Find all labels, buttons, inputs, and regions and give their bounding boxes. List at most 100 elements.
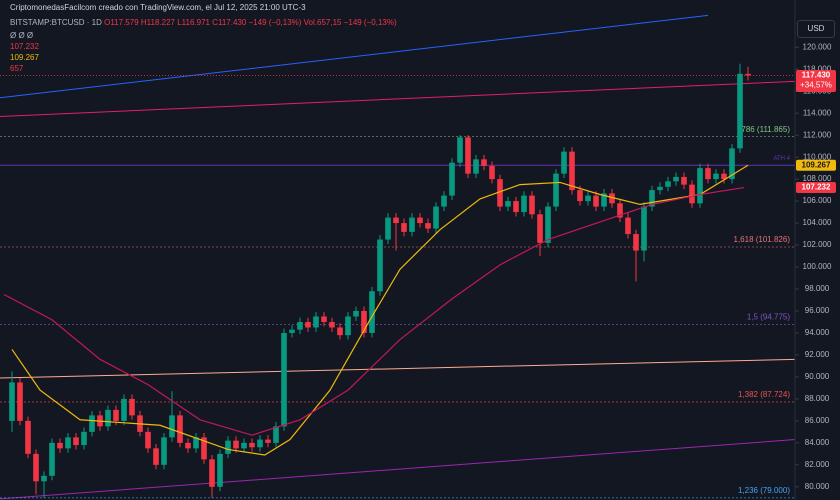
candle-body — [305, 321, 311, 328]
legend-entry: 109.267 — [10, 53, 39, 62]
candle-body — [745, 73, 751, 76]
symbol: BITSTAMP:BTCUSD · 1D — [10, 18, 102, 27]
y-tick-label: 94.000 — [805, 328, 830, 337]
level-label: 1,236 (79.000) — [738, 486, 790, 495]
ohlc: O117.579 H118.227 L116.971 C117.430 −149… — [104, 18, 397, 27]
candle-body — [681, 176, 687, 185]
candle-body — [265, 439, 271, 443]
candle-body — [225, 440, 231, 454]
candle-body — [337, 327, 343, 336]
trendline — [0, 80, 796, 117]
trendline — [0, 358, 796, 379]
candle-body — [721, 173, 727, 180]
candle-body — [593, 195, 599, 207]
candle-body — [241, 442, 247, 449]
candle-body — [449, 162, 455, 196]
candle-body — [393, 217, 399, 224]
candle-body — [49, 442, 55, 476]
y-tick-label: 98.000 — [805, 284, 830, 293]
y-tick-label: 80.000 — [805, 482, 830, 491]
price-tag-change: +34,57% — [800, 81, 832, 90]
candle-body — [481, 159, 487, 166]
candle-body — [561, 151, 567, 174]
trendline — [0, 439, 796, 500]
price-tag-label: 117.430 — [802, 71, 831, 80]
price-axis-labels: 80.000 82.000 84.000 86.000 88.000 90.000 92.0… — [795, 42, 836, 491]
trendline — [0, 14, 709, 99]
candle-body — [697, 168, 703, 204]
candle-body — [65, 437, 71, 449]
candle-body — [457, 137, 463, 163]
y-tick-label: 90.000 — [805, 372, 830, 381]
candle-body — [41, 475, 47, 482]
candle-body — [361, 310, 367, 333]
y-tick-label: 104.000 — [803, 218, 832, 227]
candle-body — [577, 190, 583, 202]
candle-body — [281, 332, 287, 427]
candle-body — [57, 442, 63, 449]
candle-body — [417, 217, 423, 224]
candle-body — [273, 426, 279, 443]
candle-body — [345, 316, 351, 336]
candle-body — [497, 179, 503, 207]
price-tag — [796, 159, 836, 171]
candle-body — [641, 206, 647, 251]
credit: CriptomonedasFacilcom creado con Trading… — [10, 3, 306, 12]
symbol-line: BITSTAMP:BTCUSD · 1D O117.579 H118.227 L… — [10, 18, 397, 27]
price-tag-label: 109.267 — [802, 160, 831, 169]
candle-body — [129, 398, 135, 416]
candle-body — [609, 193, 615, 204]
candle-body — [209, 459, 215, 487]
candle-body — [217, 453, 223, 487]
candle-body — [401, 223, 407, 232]
candle-body — [473, 159, 479, 174]
y-tick-label: 86.000 — [805, 416, 830, 425]
candle-body — [113, 409, 119, 421]
candle-body — [441, 195, 447, 207]
y-tick-label: 102.000 — [803, 240, 832, 249]
indicator-legend: Ø Ø Ø 107.232 109.267 657 — [10, 30, 39, 74]
candle-body — [665, 181, 671, 187]
candle-body — [233, 440, 239, 449]
candle-body — [521, 195, 527, 213]
moving-average — [3, 186, 745, 436]
y-tick-label: 82.000 — [805, 460, 830, 469]
y-tick-label: 84.000 — [805, 438, 830, 447]
level-label: 1,618 (101.826) — [734, 235, 791, 244]
price-tag — [796, 182, 836, 194]
candle-body — [193, 437, 199, 449]
candle-body — [185, 442, 191, 449]
candle-body — [705, 168, 711, 180]
y-tick-label: 92.000 — [805, 350, 830, 359]
level-label: ,786 (111.865) — [739, 125, 790, 134]
candle-body — [329, 321, 335, 328]
candle-body — [513, 201, 519, 213]
candle-body — [9, 382, 15, 421]
candle-body — [689, 184, 695, 204]
legend-entry: 657 — [10, 64, 24, 73]
level-label: 1,5 (94.775) — [747, 313, 790, 322]
candle-body — [33, 453, 39, 482]
candle-body — [673, 176, 679, 182]
candle-body — [161, 437, 167, 465]
candle-body — [649, 190, 655, 207]
candle-body — [25, 420, 31, 454]
currency-button[interactable]: USD — [797, 20, 835, 38]
level-label: ATH 4 — [773, 156, 790, 162]
y-tick-label: 114.000 — [803, 108, 832, 117]
candle-body — [153, 448, 159, 465]
y-tick-label: 96.000 — [805, 306, 830, 315]
candle-body — [17, 382, 23, 421]
level-label: 1,382 (87.724) — [738, 390, 790, 399]
candle-body — [505, 201, 511, 207]
candle-body — [713, 173, 719, 180]
candle-body — [601, 193, 607, 207]
y-tick-label: 100.000 — [803, 262, 832, 271]
candle-body — [737, 73, 743, 149]
candle-body — [729, 148, 735, 180]
y-tick-label: 108.000 — [803, 174, 832, 183]
candle-body — [433, 206, 439, 229]
candle-body — [553, 173, 559, 207]
candle-body — [489, 165, 495, 180]
